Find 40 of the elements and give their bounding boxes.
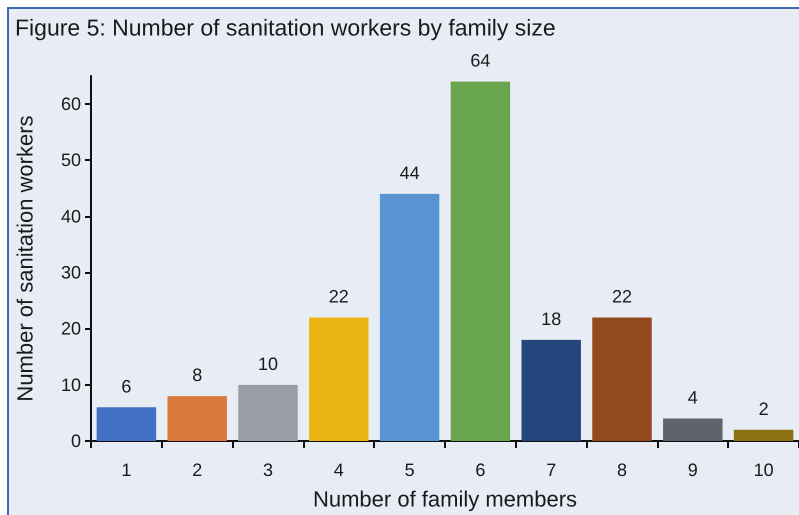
y-tick-label: 20 [60,318,81,339]
x-tick-label: 8 [616,460,628,480]
data-label: 6 [121,376,132,396]
bar [380,194,440,441]
y-tick-label: 0 [70,431,81,451]
y-axis-title: Number of sanitation workers [12,115,38,402]
data-label: 10 [258,354,278,374]
y-tick-label: 10 [60,374,81,395]
data-label: 64 [470,50,490,71]
data-label: 44 [400,162,420,183]
y-tick-label: 40 [60,206,81,226]
bar [521,340,581,441]
y-tick-label: 60 [60,94,81,114]
x-tick-label: 3 [262,460,274,480]
bar [592,317,652,441]
data-label: 8 [192,365,202,386]
x-tick-label: 9 [688,460,698,480]
data-label: 18 [541,308,562,329]
bar [238,384,298,441]
data-label: 22 [328,286,349,306]
data-label: 4 [688,388,698,408]
bar [309,317,369,441]
x-axis-title: Number of family members [312,486,578,512]
x-tick-label: 7 [546,460,556,480]
chart-title: Figure 5: Number of sanitation workers by family size [15,14,556,40]
x-tick-label: 2 [192,460,202,480]
x-tick-label: 4 [334,460,344,480]
bar [96,407,156,441]
data-label: 22 [612,286,632,306]
data-label: 2 [758,398,769,419]
x-tick-label: 1 [121,460,132,480]
bar [167,396,227,441]
x-tick-label: 6 [475,460,486,480]
x-tick-label: 10 [754,460,774,480]
bar [663,418,723,441]
y-tick-label: 30 [60,262,81,283]
bar [450,82,510,441]
x-tick-label: 5 [404,460,415,480]
bar [734,430,794,441]
y-tick-label: 50 [60,150,81,170]
